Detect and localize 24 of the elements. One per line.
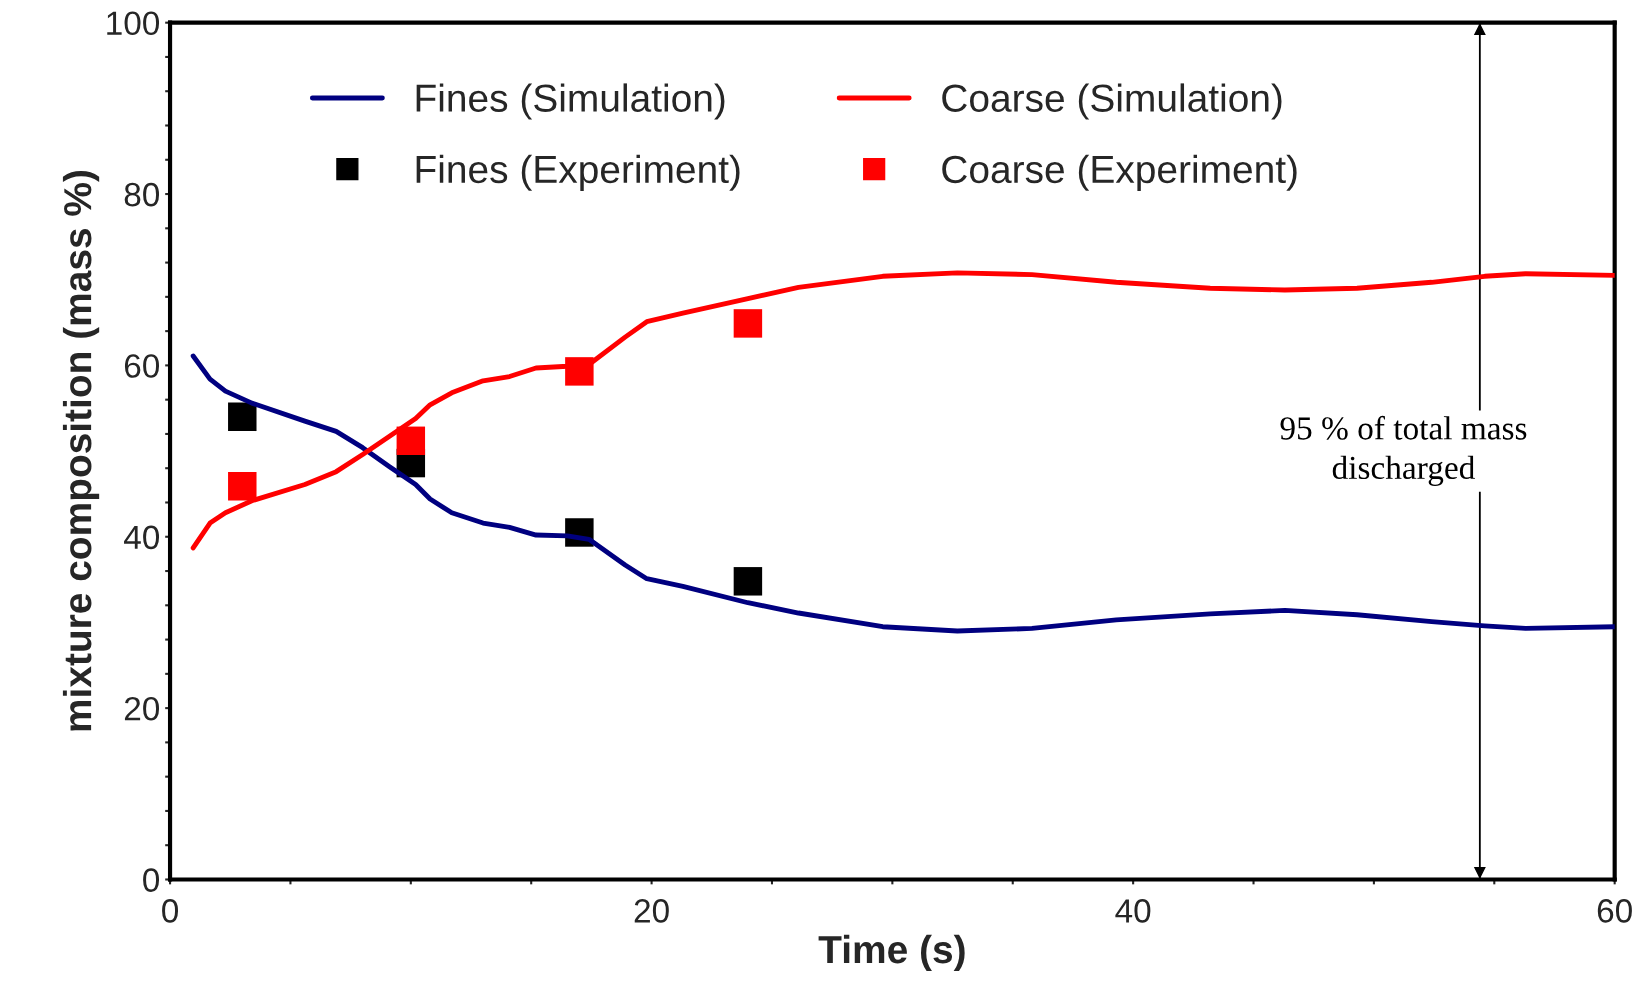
point [228,402,257,432]
point [733,567,763,596]
y-tick-label: 20 [124,696,160,721]
line-series [190,353,1615,634]
point [228,471,257,501]
legend-label: Coarse (Simulation) [942,83,1282,120]
x-tick-label: 60 [1597,899,1632,923]
y-tick-label: 60 [124,354,160,378]
point [733,309,763,338]
legend-label: Coarse (Experiment) [942,154,1297,191]
x-tick-label: 0 [162,899,179,923]
x-axis-title: Time (s) [818,934,965,972]
x-tick-label: 40 [1115,899,1151,923]
legend-label: Fines (Simulation) [416,83,725,120]
y-tick-label: 0 [143,868,160,892]
y-tick-label: 40 [124,525,160,550]
y-tick-label: 80 [124,182,160,207]
y-axis-title: mixture composition (mass %) [62,171,100,731]
legend-label: Fines (Experiment) [416,154,740,191]
ref-line-label: 95 % of total mass discharged [1280,415,1527,486]
line-series [190,270,1615,551]
x-tick-label: 20 [634,899,669,923]
y-tick-label: 100 [107,11,160,36]
point [396,426,426,456]
